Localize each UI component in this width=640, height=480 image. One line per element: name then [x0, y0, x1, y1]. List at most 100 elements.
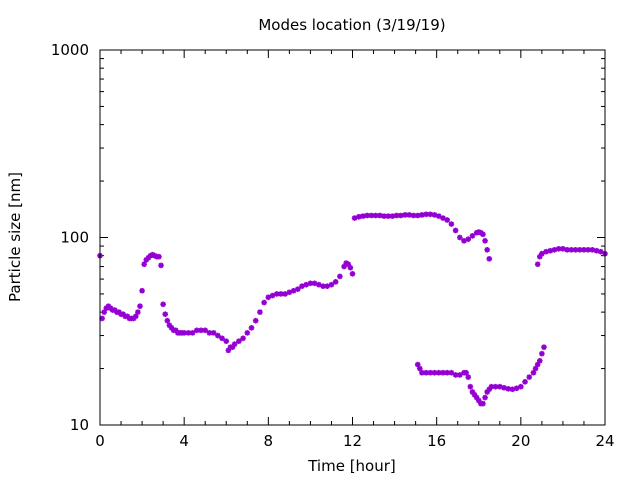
data-point [107, 305, 114, 311]
data-point [229, 344, 236, 350]
data-point [236, 338, 242, 344]
data-point [532, 365, 539, 372]
data-point [198, 327, 204, 334]
data-point [347, 264, 354, 271]
data-point [572, 246, 579, 253]
y-tick-label: 100 [60, 229, 89, 247]
data-point [231, 341, 238, 347]
data-point [162, 311, 169, 317]
data-point [419, 369, 425, 376]
x-tick-label: 4 [179, 432, 189, 450]
data-point [448, 369, 455, 376]
data-point [505, 385, 512, 392]
x-tick-label: 0 [95, 432, 105, 450]
data-point [457, 372, 463, 378]
data-point [463, 369, 469, 376]
data-point [496, 383, 503, 390]
data-point [469, 233, 476, 239]
data-point [172, 327, 179, 334]
data-point [534, 261, 541, 268]
data-point [492, 383, 499, 390]
data-point [547, 247, 554, 254]
data-point [461, 238, 467, 244]
data-point [215, 332, 221, 339]
data-point [139, 287, 145, 294]
data-point [356, 213, 362, 220]
data-point [181, 330, 187, 336]
data-point [130, 315, 137, 322]
data-point [168, 324, 175, 331]
data-point [486, 386, 493, 393]
data-point [160, 301, 166, 308]
x-tick-label: 8 [264, 432, 274, 450]
data-point [435, 369, 442, 376]
data-point [202, 327, 209, 334]
data-point [482, 394, 488, 401]
data-point [423, 211, 429, 218]
data-point [484, 246, 490, 253]
data-point [551, 246, 558, 253]
data-point [539, 350, 545, 357]
data-point [364, 212, 371, 219]
data-point [431, 369, 438, 376]
data-point [414, 212, 421, 219]
data-point [377, 212, 383, 219]
data-point [440, 215, 446, 221]
data-point [210, 330, 217, 336]
data-point [286, 289, 293, 296]
data-point [448, 221, 455, 227]
data-point [257, 309, 263, 315]
data-point [431, 212, 438, 218]
data-point [488, 383, 495, 390]
data-point [185, 330, 192, 336]
data-point [156, 253, 162, 260]
data-point [269, 292, 276, 299]
data-point [132, 313, 139, 320]
data-point [501, 384, 507, 391]
data-point [101, 309, 108, 315]
data-point [193, 327, 200, 334]
data-point [120, 311, 126, 317]
x-axis-label: Time [hour] [307, 457, 396, 475]
data-point [597, 248, 604, 255]
data-point [536, 357, 543, 364]
data-point [473, 394, 480, 401]
data-point [457, 234, 463, 241]
data-point [135, 309, 141, 315]
x-tick-label: 20 [511, 432, 530, 450]
data-point [303, 281, 310, 288]
data-point [482, 238, 488, 244]
data-point [124, 313, 131, 320]
data-point [381, 213, 387, 219]
data-point [166, 322, 173, 329]
data-point [261, 299, 267, 306]
data-point [360, 213, 366, 219]
data-point [141, 261, 147, 268]
data-point [576, 246, 583, 253]
data-point [219, 335, 225, 342]
data-point [452, 372, 459, 378]
data-point [480, 400, 486, 407]
data-point [484, 389, 490, 395]
data-point [111, 307, 118, 313]
data-point [593, 247, 600, 254]
data-point [372, 212, 379, 219]
data-point [530, 369, 537, 376]
plot-frame [99, 49, 606, 426]
data-point [206, 330, 213, 336]
data-point [410, 212, 417, 219]
data-point [223, 338, 230, 344]
data-point [509, 386, 516, 393]
data-point [471, 391, 478, 398]
data-point [414, 361, 421, 368]
data-point [282, 291, 288, 297]
data-point [345, 261, 352, 268]
data-point [316, 281, 322, 288]
data-point [541, 344, 547, 350]
data-point [328, 281, 335, 288]
data-point [299, 283, 305, 289]
data-point [465, 236, 472, 242]
data-point [244, 330, 251, 336]
data-point [406, 212, 413, 218]
data-point [99, 315, 105, 322]
